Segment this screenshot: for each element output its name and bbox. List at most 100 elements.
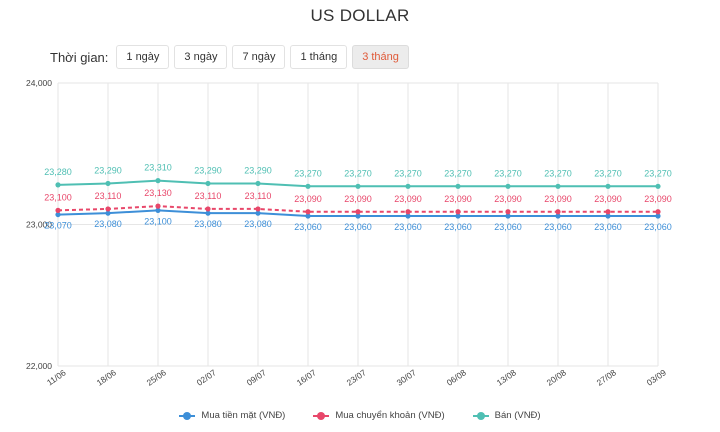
data-label: 23,270 — [394, 168, 422, 178]
legend-item-transfer-buy[interactable]: Mua chuyển khoản (VNĐ) — [313, 410, 445, 421]
x-tick-label: 13/08 — [495, 367, 518, 388]
data-label: 23,090 — [494, 194, 522, 204]
data-label: 23,270 — [644, 168, 672, 178]
data-label: 23,060 — [544, 222, 572, 232]
data-label: 23,080 — [194, 219, 222, 229]
data-label: 23,290 — [194, 165, 222, 175]
range-option-1-day[interactable]: 1 ngày — [116, 45, 170, 69]
x-tick-label: 09/07 — [245, 367, 268, 388]
data-label: 23,090 — [544, 194, 572, 204]
chart-title: US DOLLAR — [310, 6, 410, 25]
x-tick-label: 20/08 — [545, 367, 568, 388]
data-label: 23,270 — [594, 168, 622, 178]
legend-item-cash-buy[interactable]: Mua tiền mặt (VNĐ) — [179, 410, 285, 421]
data-label: 23,080 — [94, 219, 122, 229]
data-point — [455, 209, 461, 215]
data-point — [205, 206, 211, 212]
data-point — [355, 183, 361, 189]
data-point — [105, 206, 111, 212]
data-point — [305, 209, 311, 215]
time-range-label: Thời gian: — [50, 49, 109, 65]
data-label: 23,290 — [94, 165, 122, 175]
time-range-selector: Thời gian: 1 ngày 3 ngày 7 ngày 1 tháng … — [50, 44, 414, 70]
range-option-1-month[interactable]: 1 tháng — [290, 45, 348, 69]
data-label: 23,060 — [294, 222, 322, 232]
data-point — [405, 209, 411, 215]
data-point — [605, 209, 611, 215]
x-tick-label: 23/07 — [345, 367, 368, 388]
y-tick-label: 22,000 — [26, 361, 52, 371]
data-point — [55, 182, 61, 188]
data-label: 23,310 — [144, 163, 172, 173]
data-point — [105, 180, 111, 187]
x-tick-label: 18/06 — [95, 367, 118, 388]
data-point — [455, 213, 461, 219]
x-tick-label: 30/07 — [395, 367, 418, 388]
x-tick-label: 16/07 — [295, 367, 318, 388]
data-point — [355, 213, 361, 219]
data-point — [455, 183, 461, 189]
data-label: 23,110 — [95, 191, 122, 201]
data-point — [155, 207, 161, 213]
data-point — [605, 213, 611, 219]
data-label: 23,090 — [294, 194, 322, 204]
data-point — [655, 209, 661, 215]
data-point — [105, 210, 111, 216]
x-tick-label: 02/07 — [195, 367, 218, 388]
range-option-3-days[interactable]: 3 ngày — [174, 45, 228, 69]
legend-swatch-cash-buy — [179, 411, 196, 420]
data-label: 23,100 — [144, 216, 172, 226]
data-label: 23,110 — [245, 191, 272, 201]
legend-label-cash-buy: Mua tiền mặt (VNĐ) — [201, 410, 286, 421]
data-label: 23,090 — [344, 194, 372, 204]
data-label: 23,090 — [444, 194, 472, 204]
data-label: 23,090 — [394, 194, 422, 204]
x-tick-label: 06/08 — [445, 367, 468, 388]
data-point — [655, 213, 661, 219]
data-label: 23,060 — [444, 222, 472, 232]
data-point — [555, 213, 561, 219]
data-label: 23,090 — [644, 194, 672, 204]
data-label: 23,110 — [195, 191, 222, 201]
data-point — [255, 180, 261, 187]
data-label: 23,270 — [294, 168, 322, 178]
y-tick-label: 23,000 — [26, 220, 52, 230]
data-label: 23,270 — [344, 168, 372, 178]
data-label: 23,060 — [644, 222, 672, 232]
data-point — [55, 211, 61, 218]
data-point — [405, 183, 411, 189]
data-point — [205, 210, 211, 216]
data-label: 23,100 — [44, 192, 72, 202]
legend-swatch-sell — [472, 411, 489, 420]
data-point — [505, 183, 511, 189]
legend-label-sell: Bán (VNĐ) — [494, 410, 541, 421]
data-label: 23,080 — [244, 219, 272, 229]
x-tick-label: 27/08 — [595, 367, 618, 388]
data-point — [405, 213, 411, 219]
data-label: 23,060 — [394, 222, 422, 232]
range-option-7-days[interactable]: 7 ngày — [232, 45, 286, 69]
data-point — [255, 206, 261, 212]
range-option-3-months[interactable]: 3 tháng — [352, 45, 409, 69]
data-point — [505, 209, 511, 215]
data-point — [655, 183, 661, 189]
data-point — [555, 183, 561, 189]
data-label: 23,060 — [344, 222, 372, 232]
legend-swatch-transfer-buy — [313, 411, 330, 420]
data-label: 23,060 — [494, 222, 522, 232]
data-label: 23,290 — [244, 165, 272, 175]
y-tick-label: 24,000 — [26, 78, 52, 88]
data-label: 23,270 — [494, 168, 522, 178]
data-label: 23,270 — [544, 168, 572, 178]
chart-legend: Mua tiền mặt (VNĐ) Mua chuyển khoản (VNĐ… — [0, 410, 720, 421]
data-point — [355, 209, 361, 215]
data-label: 23,130 — [144, 188, 172, 198]
data-point — [305, 183, 311, 189]
data-point — [55, 207, 61, 213]
data-point — [605, 183, 611, 189]
x-tick-label: 03/09 — [645, 367, 668, 388]
legend-label-transfer-buy: Mua chuyển khoản (VNĐ) — [335, 410, 445, 421]
legend-item-sell[interactable]: Bán (VNĐ) — [472, 410, 541, 421]
data-label: 23,060 — [594, 222, 622, 232]
